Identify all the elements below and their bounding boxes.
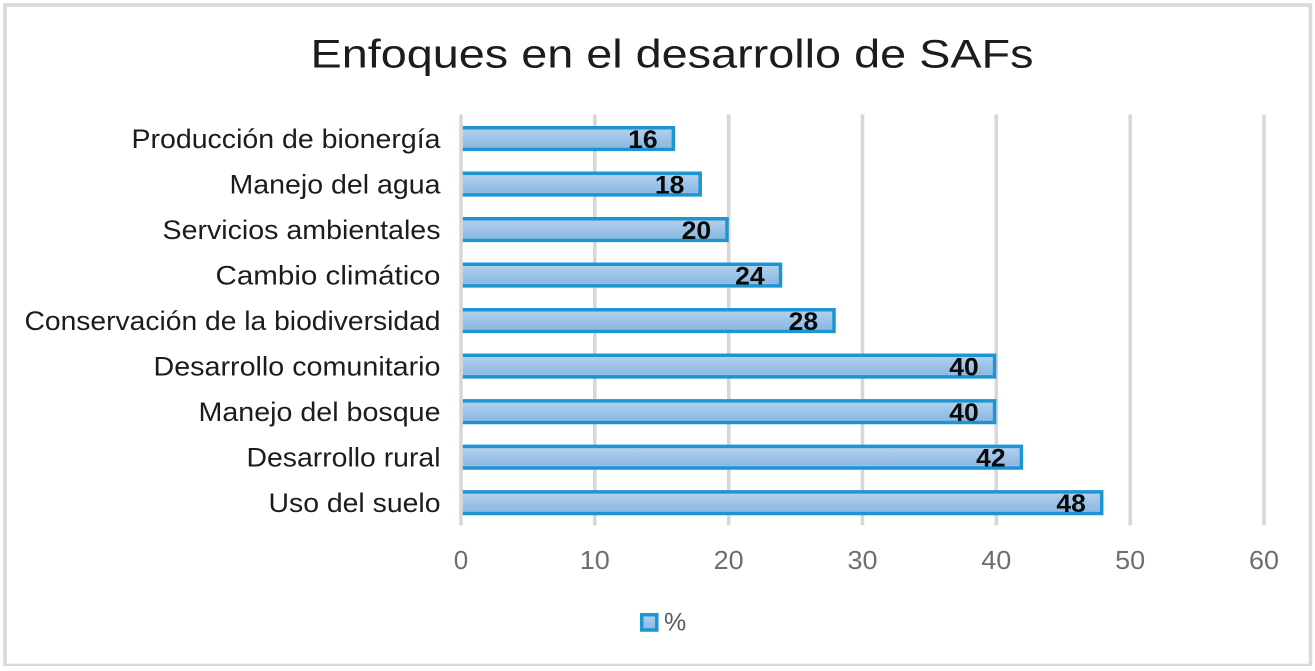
svg-text:24: 24 — [735, 263, 765, 291]
svg-text:20: 20 — [682, 217, 712, 245]
svg-text:Conservación de la biodiversid: Conservación de la biodiversidad — [25, 306, 441, 336]
svg-text:10: 10 — [580, 545, 610, 575]
svg-text:Producción de bionergía: Producción de bionergía — [132, 124, 442, 154]
svg-text:%: % — [664, 609, 686, 637]
svg-text:20: 20 — [714, 545, 744, 575]
svg-text:Manejo del agua: Manejo del agua — [230, 170, 442, 200]
svg-text:30: 30 — [848, 545, 878, 575]
svg-text:Uso del suelo: Uso del suelo — [269, 488, 441, 518]
svg-text:Manejo del bosque: Manejo del bosque — [199, 397, 441, 427]
svg-text:Desarrollo comunitario: Desarrollo comunitario — [154, 352, 441, 382]
svg-text:Enfoques en el desarrollo de S: Enfoques en el desarrollo de SAFs — [311, 33, 1034, 77]
svg-text:18: 18 — [655, 172, 685, 200]
svg-text:48: 48 — [1056, 490, 1086, 518]
svg-text:40: 40 — [981, 545, 1011, 575]
svg-text:Servicios ambientales: Servicios ambientales — [163, 215, 441, 245]
svg-text:28: 28 — [789, 308, 819, 336]
svg-text:Desarrollo rural: Desarrollo rural — [247, 443, 441, 473]
svg-text:40: 40 — [949, 354, 979, 382]
svg-text:42: 42 — [976, 445, 1006, 473]
svg-text:16: 16 — [628, 126, 658, 154]
svg-text:60: 60 — [1249, 545, 1279, 575]
svg-text:0: 0 — [454, 545, 468, 575]
svg-text:40: 40 — [949, 399, 979, 427]
svg-text:50: 50 — [1115, 545, 1145, 575]
svg-text:Cambio climático: Cambio climático — [216, 261, 441, 291]
